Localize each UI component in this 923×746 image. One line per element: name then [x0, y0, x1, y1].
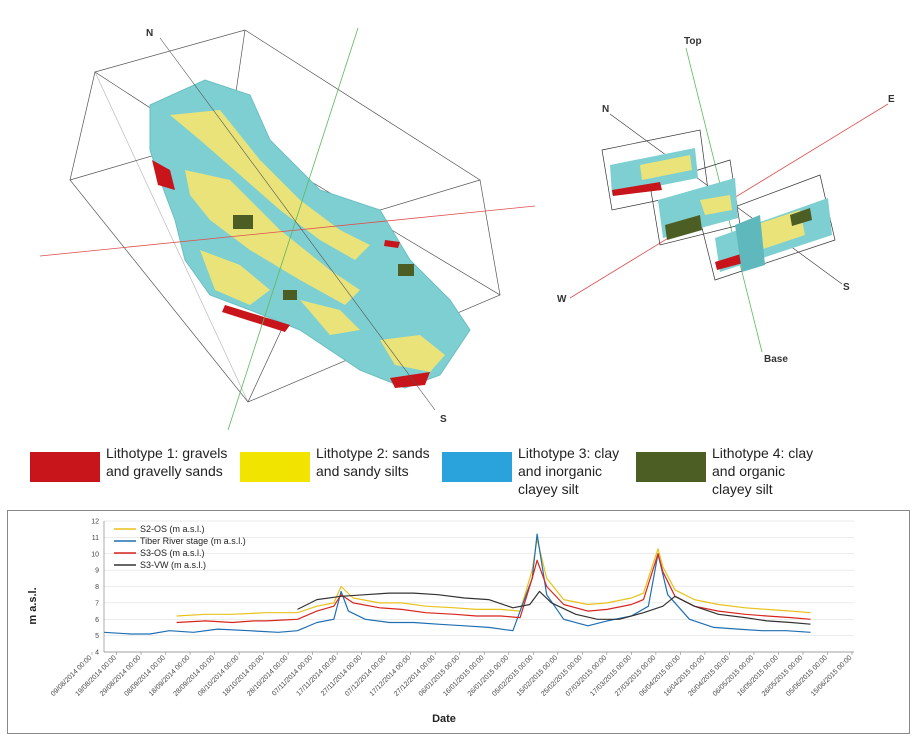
- legend-line: clayey silt: [518, 481, 579, 497]
- series-line-1: [176, 538, 811, 617]
- legend-line: and sandy silts: [316, 463, 409, 479]
- axis-label-south-right: S: [843, 282, 850, 293]
- lithotype-3d-models: N S Top Base N E W S: [39, 27, 895, 431]
- axis-label-north: N: [146, 28, 153, 39]
- legend-line: Lithotype 1: gravels: [106, 445, 228, 461]
- legend-item-lithotype-1: Lithotype 1: gravels and gravelly sands: [30, 444, 227, 482]
- legend-entry-2: Tiber River stage (m a.s.l.): [140, 536, 246, 546]
- x-tick-label: 09/08/2014 00:00: [50, 654, 94, 698]
- legend-line: and inorganic: [518, 463, 603, 479]
- y-tick-label: 9: [95, 568, 99, 575]
- axis-label-south: S: [440, 414, 447, 425]
- chart-series: [103, 533, 811, 635]
- axis-label-east: E: [888, 94, 895, 105]
- legend-label: Lithotype 2: sands and sandy silts: [316, 444, 430, 480]
- legend-line: Lithotype 2: sands: [316, 445, 430, 461]
- y-tick-label: 10: [91, 551, 99, 558]
- axis-label-north-right: N: [602, 104, 609, 115]
- x-axis-label: Date: [432, 713, 456, 725]
- left-model-body: [149, 79, 471, 389]
- legend-swatch-lithotype-3: [442, 452, 512, 482]
- y-tick-label: 4: [95, 650, 99, 657]
- legend-line: Lithotype 4: clay: [712, 445, 814, 461]
- legend-line: Lithotype 3: clay: [518, 445, 620, 461]
- legend-line: and organic: [712, 463, 786, 479]
- y-tick-label: 7: [95, 600, 99, 607]
- axis-label-top: Top: [684, 36, 702, 47]
- legend-entry-1: S2-OS (m a.s.l.): [140, 524, 205, 534]
- legend-entry-3: S3-OS (m a.s.l.): [140, 548, 205, 558]
- legend-swatch-lithotype-4: [636, 452, 706, 482]
- legend-item-lithotype-3: Lithotype 3: clay and inorganic clayey s…: [442, 444, 619, 498]
- legend-label: Lithotype 1: gravels and gravelly sands: [106, 444, 227, 480]
- right-3d-model: Top Base N E W S: [557, 36, 895, 365]
- series-line-4: [297, 590, 811, 625]
- axis-line-north-south: [159, 37, 436, 411]
- legend-entry-4: S3-VW (m a.s.l.): [140, 560, 206, 570]
- chart-legend: S2-OS (m a.s.l.) Tiber River stage (m a.s…: [114, 524, 246, 570]
- legend-swatch-lithotype-1: [30, 452, 100, 482]
- axis-line-vertical: [227, 27, 359, 431]
- y-tick-label: 8: [95, 584, 99, 591]
- legend-swatch-lithotype-2: [240, 452, 310, 482]
- cross-sections: [601, 129, 836, 281]
- y-tick-label: 5: [95, 633, 99, 640]
- legend-item-lithotype-4: Lithotype 4: clay and organic clayey sil…: [636, 444, 813, 498]
- legend-line: and gravelly sands: [106, 463, 223, 479]
- axis-label-base: Base: [764, 354, 788, 365]
- legend-label: Lithotype 4: clay and organic clayey sil…: [712, 444, 813, 498]
- y-tick-label: 11: [92, 535, 99, 542]
- y-tick-label: 6: [95, 617, 99, 624]
- left-3d-model: N S: [39, 27, 536, 431]
- y-tick-label: 12: [91, 519, 99, 526]
- water-level-chart: 4 5 6 7 8 9 10 11 12 09/08/2014 00:00 19/08/2014 0…: [7, 510, 910, 734]
- legend-label: Lithotype 3: clay and inorganic clayey s…: [518, 444, 619, 498]
- legend-item-lithotype-2: Lithotype 2: sands and sandy silts: [240, 444, 430, 482]
- axis-line-east-west: [39, 205, 536, 257]
- axis-label-west: W: [557, 294, 567, 305]
- y-axis-label: m a.s.l.: [27, 587, 39, 624]
- legend-line: clayey silt: [712, 481, 773, 497]
- lithotype-legend: Lithotype 1: gravels and gravelly sands …: [30, 444, 910, 506]
